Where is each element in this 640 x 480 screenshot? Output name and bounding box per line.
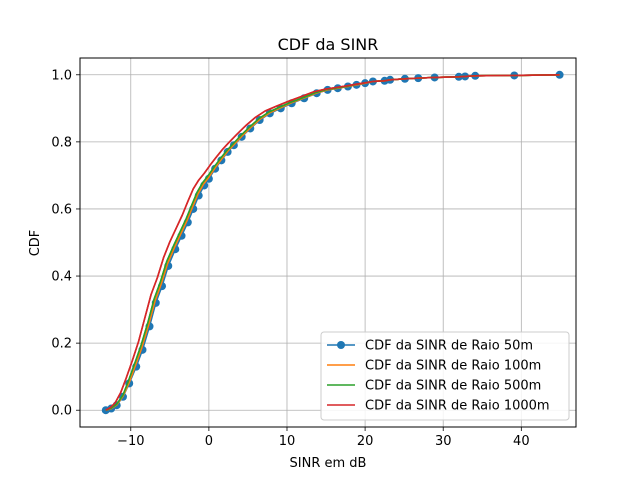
x-tick-label: 30 (435, 434, 452, 449)
x-tick-label: 0 (205, 434, 213, 449)
x-tick-label: 20 (357, 434, 374, 449)
y-tick-label: 0.4 (51, 270, 72, 285)
x-tick-label: 40 (513, 434, 530, 449)
axis-ticks: −10 0 10 20 30 40 0.0 0.2 0.4 0.6 0.8 1.0 (51, 68, 529, 449)
y-tick-label: 0.2 (51, 337, 72, 352)
legend-entry-label: CDF da SINR de Raio 1000m (365, 399, 550, 414)
y-tick-label: 0.0 (51, 404, 72, 419)
plot-frame (79, 57, 577, 428)
legend-entry-label: CDF da SINR de Raio 50m (365, 339, 533, 354)
legend-entry-label: CDF da SINR de Raio 100m (365, 359, 541, 374)
grid (80, 58, 576, 427)
legend-box (320, 331, 570, 421)
chart-title: CDF da SINR (278, 35, 379, 54)
y-tick-label: 0.8 (51, 135, 72, 150)
series-line-overlay-3 (105, 73, 560, 411)
legend-entry-label: CDF da SINR de Raio 500m (365, 379, 541, 394)
legend: CDF da SINR de Raio 50m CDF da SINR de Ra… (320, 331, 570, 421)
x-axis-label: SINR em dB (290, 456, 367, 471)
x-tick-label: 10 (279, 434, 296, 449)
y-tick-label: 0.6 (51, 202, 72, 217)
series-layer (101, 70, 564, 415)
y-axis-label: CDF (28, 230, 43, 257)
y-tick-label: 1.0 (51, 68, 72, 83)
legend-swatch-marker (337, 341, 345, 349)
x-tick-label: −10 (117, 434, 144, 449)
